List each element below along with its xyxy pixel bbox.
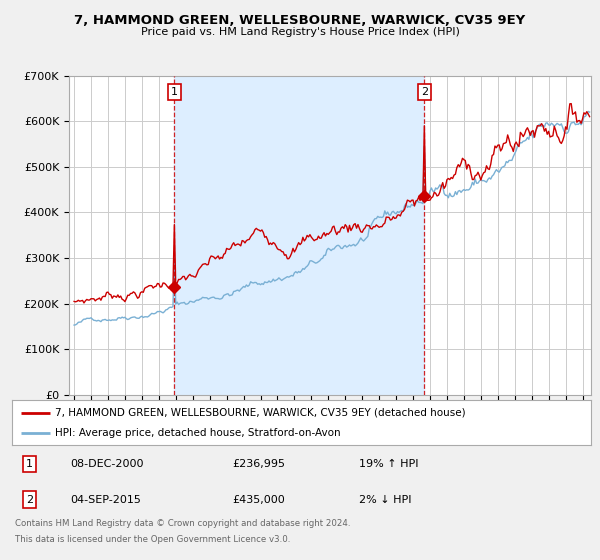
Text: This data is licensed under the Open Government Licence v3.0.: This data is licensed under the Open Gov…: [15, 535, 290, 544]
Text: Price paid vs. HM Land Registry's House Price Index (HPI): Price paid vs. HM Land Registry's House …: [140, 27, 460, 37]
Text: 1: 1: [26, 459, 33, 469]
Text: 2: 2: [26, 494, 33, 505]
Text: HPI: Average price, detached house, Stratford-on-Avon: HPI: Average price, detached house, Stra…: [55, 428, 341, 438]
Text: 7, HAMMOND GREEN, WELLESBOURNE, WARWICK, CV35 9EY (detached house): 7, HAMMOND GREEN, WELLESBOURNE, WARWICK,…: [55, 408, 466, 418]
Text: 2: 2: [421, 87, 428, 97]
Text: 04-SEP-2015: 04-SEP-2015: [70, 494, 141, 505]
Text: Contains HM Land Registry data © Crown copyright and database right 2024.: Contains HM Land Registry data © Crown c…: [15, 519, 350, 528]
Text: £236,995: £236,995: [232, 459, 285, 469]
Text: £435,000: £435,000: [232, 494, 285, 505]
Text: 08-DEC-2000: 08-DEC-2000: [70, 459, 143, 469]
Text: 19% ↑ HPI: 19% ↑ HPI: [359, 459, 419, 469]
Text: 1: 1: [171, 87, 178, 97]
Text: 2% ↓ HPI: 2% ↓ HPI: [359, 494, 412, 505]
Text: 7, HAMMOND GREEN, WELLESBOURNE, WARWICK, CV35 9EY: 7, HAMMOND GREEN, WELLESBOURNE, WARWICK,…: [74, 14, 526, 27]
Bar: [175, 76, 424, 395]
